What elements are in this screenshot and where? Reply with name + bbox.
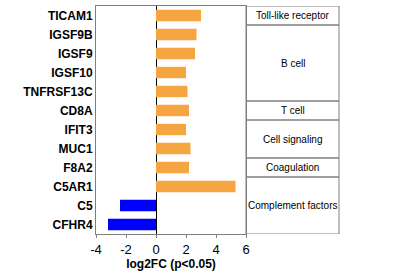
svg-text:2: 2: [182, 242, 189, 257]
svg-text:T cell: T cell: [281, 105, 305, 116]
svg-text:C5AR1: C5AR1: [53, 180, 93, 194]
svg-text:MUC1: MUC1: [59, 142, 93, 156]
svg-text:CD8A: CD8A: [60, 104, 93, 118]
svg-text:IGSF9: IGSF9: [58, 47, 93, 61]
svg-text:TICAM1: TICAM1: [48, 9, 93, 23]
svg-text:Coagulation: Coagulation: [266, 162, 319, 173]
svg-text:F8A2: F8A2: [63, 161, 93, 175]
svg-text:4: 4: [212, 242, 219, 257]
svg-text:Complement factors: Complement factors: [248, 200, 337, 211]
svg-text:CFHR4: CFHR4: [53, 218, 93, 232]
svg-text:-4: -4: [90, 242, 102, 257]
svg-text:C5: C5: [77, 199, 93, 213]
svg-text:6: 6: [242, 242, 249, 257]
svg-text:Cell signaling: Cell signaling: [263, 134, 322, 145]
svg-text:IFIT3: IFIT3: [65, 123, 93, 137]
svg-text:IGSF10: IGSF10: [51, 66, 93, 80]
svg-text:0: 0: [152, 242, 159, 257]
svg-text:log2FC (p<0.05): log2FC (p<0.05): [126, 257, 216, 271]
svg-text:IGSF9B: IGSF9B: [49, 28, 93, 42]
svg-text:TNFRSF13C: TNFRSF13C: [23, 85, 93, 99]
svg-text:B cell: B cell: [281, 58, 305, 69]
svg-text:Toll-like receptor: Toll-like receptor: [256, 10, 329, 21]
svg-text:-2: -2: [120, 242, 132, 257]
